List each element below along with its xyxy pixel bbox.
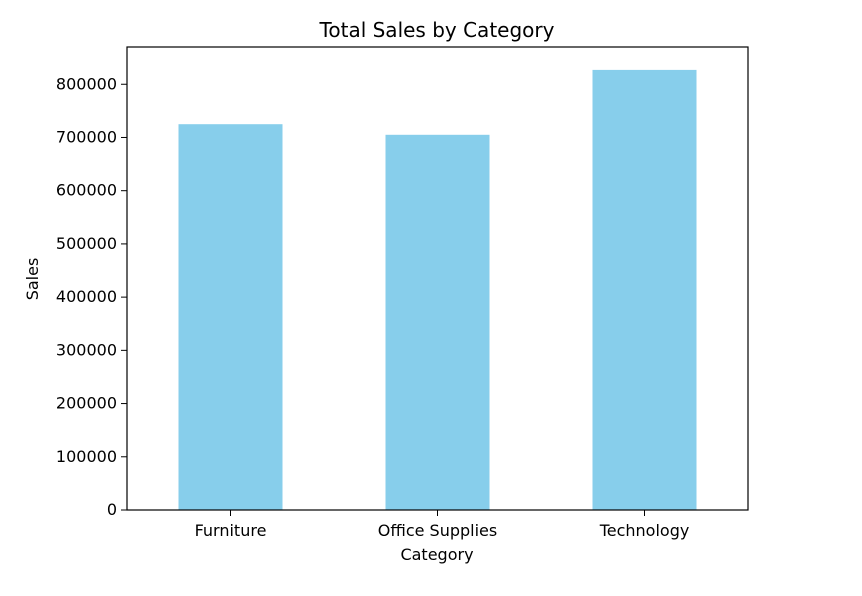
y-tick-label: 300000 [56,340,117,359]
bar-office-supplies [385,134,490,511]
y-tick-label: 400000 [56,287,117,306]
y-tick-label: 500000 [56,234,117,253]
y-tick-label: 800000 [56,74,117,93]
y-tick-label: 200000 [56,394,117,413]
bar-technology [592,69,697,511]
x-tick-label: Technology [599,521,690,540]
x-tick-label: Furniture [195,521,267,540]
bar-furniture [178,124,283,510]
y-tick-label: 0 [107,500,117,519]
y-axis-ticks: 0 100000 200000 300000 400000 500000 600000 700… [56,74,127,519]
x-axis-ticks: Furniture Office Supplies Technology [195,510,690,540]
y-axis-label: Sales [23,258,42,301]
x-axis-label: Category [400,545,473,564]
y-tick-label: 700000 [56,127,117,146]
bars-layer [178,69,697,511]
plot-area-frame [126,46,749,511]
x-tick-label: Office Supplies [378,521,497,540]
chart-title: Total Sales by Category [319,18,555,42]
y-tick-label: 600000 [56,181,117,200]
y-tick-label: 100000 [56,447,117,466]
